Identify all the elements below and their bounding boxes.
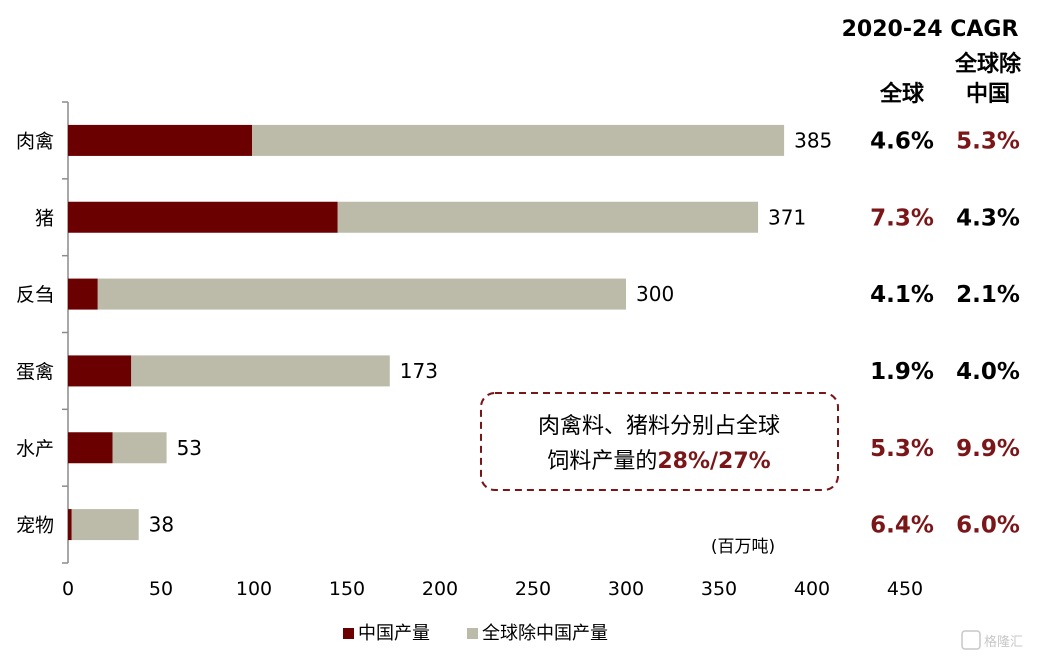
callout-line2: 饲料产量的28%/27% — [547, 449, 770, 474]
x-tick-label: 350 — [701, 578, 737, 600]
cagr-ex-china-value: 4.0% — [956, 359, 1020, 385]
bar-china — [68, 355, 132, 387]
cagr-ex-china-value: 5.3% — [956, 128, 1020, 154]
cagr-title: 2020-24 CAGR — [842, 17, 1019, 42]
x-tick-label: 200 — [422, 578, 458, 600]
cagr-global-value: 4.1% — [870, 282, 934, 308]
cagr-global-value: 1.9% — [870, 359, 934, 385]
x-tick-label: 300 — [608, 578, 644, 600]
bar-china — [68, 201, 338, 233]
x-tick-label: 100 — [236, 578, 272, 600]
labels-layer: 肉禽 385 猪 371 反刍 300 蛋禽 173 水产 53 宠物 38 — [16, 128, 832, 536]
unit-label: (百万吨) — [711, 537, 775, 557]
cagr-global-value: 6.4% — [870, 513, 934, 539]
bar-ex-china — [252, 124, 785, 156]
callout-line2-prefix: 饲料产量的 — [547, 449, 657, 474]
watermark-logo-icon — [961, 630, 981, 650]
total-label: 173 — [400, 359, 438, 383]
category-label: 反刍 — [16, 284, 54, 306]
category-label: 猪 — [35, 207, 54, 229]
category-label: 宠物 — [16, 515, 54, 537]
callout-box — [480, 392, 839, 491]
callout-line1: 肉禽料、猪料分别占全球 — [538, 414, 780, 439]
legend-label: 中国产量 — [358, 623, 430, 644]
total-label: 371 — [768, 205, 806, 229]
cagr-col2-header-line2: 中国 — [966, 82, 1010, 107]
axis-layer: 0 50 100 150 200 250 300 350 400 450 — [62, 101, 923, 600]
cagr-global-value: 5.3% — [870, 436, 934, 462]
bar-ex-china — [337, 201, 759, 233]
cagr-table: 4.6% 5.3% 7.3% 4.3% 4.1% 2.1% 1.9% 4.0% 5.3% 9.9%… — [870, 128, 1020, 538]
bar-ex-china — [112, 432, 167, 464]
cagr-ex-china-value: 4.3% — [956, 205, 1020, 231]
bars-layer — [68, 124, 785, 541]
x-tick-label: 0 — [62, 578, 74, 600]
cagr-ex-china-value: 2.1% — [956, 282, 1020, 308]
cagr-ex-china-value: 9.9% — [956, 436, 1020, 462]
bar-china — [68, 278, 98, 310]
cagr-global-value: 4.6% — [870, 128, 934, 154]
bar-ex-china — [71, 509, 139, 541]
x-tick-label: 450 — [887, 578, 923, 600]
watermark-text: 格隆汇 — [984, 634, 1023, 650]
cagr-col1-header: 全球 — [879, 81, 925, 107]
cagr-global-value: 7.3% — [870, 205, 934, 231]
bar-ex-china — [97, 278, 626, 310]
category-label: 肉禽 — [16, 130, 54, 152]
total-label: 385 — [794, 128, 832, 152]
callout-highlight: 28%/27% — [657, 449, 770, 474]
legend-swatch — [467, 628, 478, 639]
bar-ex-china — [131, 355, 390, 387]
x-tick-label: 50 — [149, 578, 173, 600]
cagr-ex-china-value: 6.0% — [956, 513, 1020, 539]
watermark: 格隆汇 — [961, 630, 1023, 650]
bar-china — [68, 124, 253, 156]
category-label: 蛋禽 — [16, 361, 54, 383]
legend-swatch — [343, 628, 354, 639]
x-tick-label: 400 — [794, 578, 830, 600]
total-label: 300 — [636, 282, 674, 306]
x-tick-label: 250 — [515, 578, 551, 600]
category-label: 水产 — [16, 438, 54, 460]
x-tick-label: 150 — [329, 578, 365, 600]
total-label: 53 — [177, 436, 202, 460]
total-label: 38 — [149, 513, 174, 537]
legend: 中国产量 全球除中国产量 — [343, 623, 608, 644]
legend-label: 全球除中国产量 — [482, 623, 608, 644]
bar-china — [68, 432, 113, 464]
cagr-col2-header-line1: 全球除 — [954, 51, 1022, 77]
bar-china — [68, 509, 72, 541]
